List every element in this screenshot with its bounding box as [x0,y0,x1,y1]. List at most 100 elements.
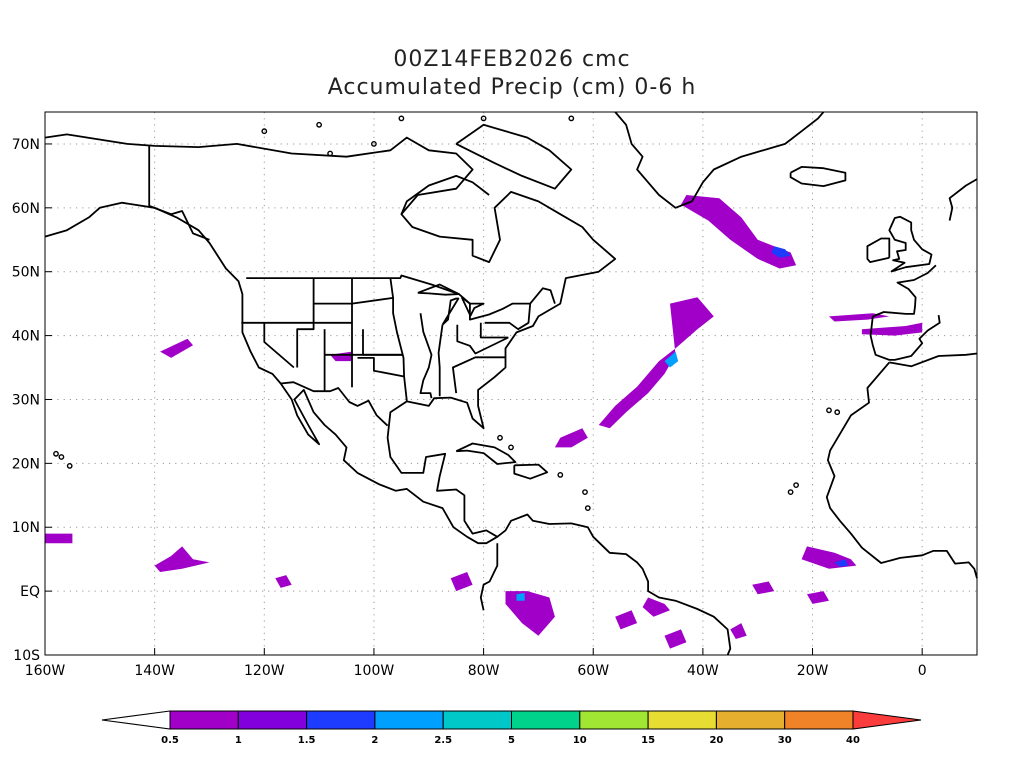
island [261,128,268,135]
colorbar-label: 0.5 [161,735,179,746]
coastline [889,352,978,368]
map-gridlines [45,112,977,655]
precip-area [642,597,670,617]
coastline [417,283,460,296]
coastline [614,111,825,209]
precip-area [505,591,555,636]
precip-area [160,338,193,358]
colorbar-label: 10 [573,735,587,746]
precip-area [834,559,849,567]
title-line-1: 00Z14FEB2026 cmc [393,47,631,72]
axis-ticks: 160W 140W 120W 100W 80W 60W 40W 20W 0 70N 60N 50N 40… [12,137,927,679]
island [508,444,514,451]
map-frame [44,111,978,656]
colorbar-arrow-low [101,710,171,730]
coastline [148,145,210,241]
coastline [456,324,509,355]
colorbar-segment [306,710,376,730]
island [568,115,575,122]
colorbar-segment [715,710,786,730]
x-tick-label: 40W [687,663,719,679]
precip-area [730,623,747,639]
precip-area [275,575,292,588]
precip-area [829,313,890,322]
island [66,462,73,469]
island [787,489,794,495]
precip-area [681,195,797,269]
y-tick-label: 70N [12,137,40,153]
coastline [246,274,556,321]
precip-area [861,322,923,336]
colorbar-label: 15 [641,735,655,746]
island [834,409,841,416]
coastline [869,314,941,361]
coastline [437,324,444,397]
coastline [479,543,499,611]
precip-area [330,351,352,362]
coastline [441,297,460,326]
x-tick-label: 0 [918,663,927,679]
coastline [357,357,405,378]
precip-area [554,428,588,448]
colorbar-label: 30 [778,735,792,746]
y-tick-label: 20N [12,456,40,472]
x-tick-label: 20W [797,663,829,679]
coastline [484,303,532,331]
island [557,471,564,478]
x-tick-label: 140W [134,663,175,679]
colorbar-segment [374,710,444,730]
precip-area [752,581,775,595]
y-tick-label: 40N [12,329,40,345]
map-coastlines [44,111,978,656]
precip-area [450,572,473,592]
coastline [460,296,485,317]
island [584,505,591,511]
island [58,454,65,460]
x-tick-label: 80W [468,663,500,679]
y-tick-label: 50N [12,265,40,281]
coastline [400,175,490,215]
precip-area [615,610,638,630]
coastline [948,178,978,221]
island [826,407,832,414]
island [370,140,377,147]
colorbar-label: 40 [846,735,860,746]
colorbar-segment [237,710,308,730]
coastline [479,322,509,339]
x-tick-label: 60W [577,663,609,679]
precip-area [45,533,73,544]
colorbar-label: 2.5 [434,735,452,746]
y-tick-label: 60N [12,201,40,217]
precip-area [598,297,714,429]
x-tick-label: 120W [244,663,285,679]
precip-area [807,591,829,604]
coastline [789,166,847,187]
coastline [455,442,517,465]
island [793,482,799,488]
map-title: 00Z14FEB2026 cmc Accumulated Precip (cm)… [0,46,1024,102]
coastline [455,123,573,190]
colorbar-segment [647,710,717,730]
title-line-2: Accumulated Precip (cm) 0-6 h [327,75,697,100]
coastline [496,513,732,656]
coastline [825,361,978,579]
island [316,121,322,128]
y-tick-label: 30N [12,392,40,408]
x-tick-label: 160W [25,663,66,679]
coastline [313,297,394,305]
island [497,434,503,441]
colorbar-label: 1 [235,735,242,746]
colorbar-segment [579,710,649,730]
island [53,450,59,457]
island [480,115,487,122]
coastline [280,381,389,427]
colorbar-label: 5 [508,735,515,746]
colorbar-segment [169,710,239,730]
island [398,115,405,122]
colorbar-segment [442,710,513,730]
precip-area [801,546,857,569]
coastline [263,322,295,369]
colorbar-arrow-high [852,710,922,730]
colorbar-segment [511,710,581,730]
